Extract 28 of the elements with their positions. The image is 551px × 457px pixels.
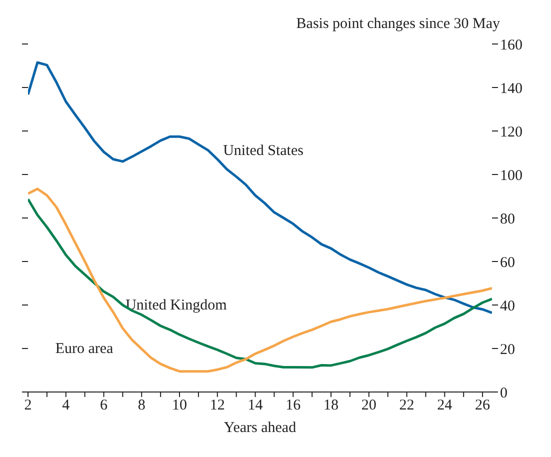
- y-axis-title: Basis point changes since 30 May: [296, 16, 500, 33]
- x-tick-label: 6: [100, 398, 108, 414]
- y-tick-label: 120: [500, 124, 522, 140]
- y-tick-label: 60: [500, 254, 515, 271]
- y-tick-label: 100: [500, 168, 522, 184]
- x-tick-label: 16: [286, 398, 302, 414]
- x-tick-label: 8: [138, 398, 146, 414]
- series-label: United States: [223, 142, 304, 159]
- x-tick-label: 24: [437, 398, 453, 414]
- y-tick-label: 160: [500, 37, 522, 54]
- series-label: Euro area: [55, 340, 114, 357]
- x-tick-label: 4: [62, 398, 70, 414]
- y-tick-label: 0: [500, 385, 508, 402]
- x-tick-label: 10: [172, 398, 188, 414]
- x-tick-label: 18: [324, 398, 339, 414]
- y-tick-label: 20: [500, 342, 515, 358]
- y-tick-label: 40: [500, 298, 515, 314]
- x-tick-label: 26: [475, 398, 491, 414]
- x-axis-title: Years ahead: [224, 420, 297, 436]
- x-tick-label: 14: [248, 398, 264, 414]
- y-tick-label: 140: [500, 80, 522, 97]
- y-tick-label: 80: [500, 211, 515, 228]
- x-tick-label: 22: [399, 398, 414, 414]
- line-series: [28, 61, 492, 314]
- x-tick-label: 12: [210, 398, 225, 414]
- x-tick-label: 20: [361, 398, 376, 414]
- series-label: United Kingdom: [126, 297, 228, 314]
- x-tick-label: 2: [24, 398, 32, 414]
